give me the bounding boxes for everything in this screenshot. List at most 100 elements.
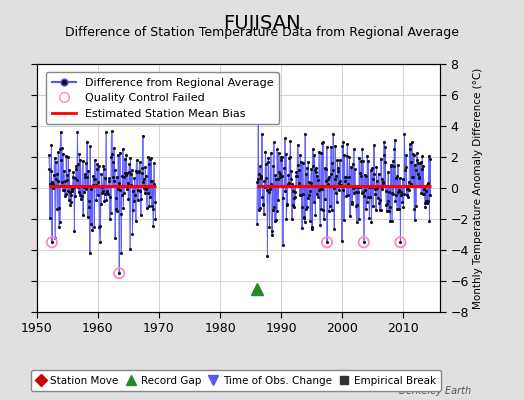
Point [425, 218, 434, 224]
Point [74, 161, 82, 168]
Point [86, 143, 94, 150]
Point [317, 206, 325, 212]
Point [363, 199, 371, 205]
Legend: Difference from Regional Average, Quality Control Failed, Estimated Station Mean: Difference from Regional Average, Qualit… [46, 72, 279, 124]
Point [111, 166, 119, 173]
Point [273, 146, 281, 152]
Point [300, 219, 309, 225]
Point [54, 204, 63, 211]
Point [304, 159, 312, 165]
Point [408, 174, 417, 180]
Point [401, 164, 410, 170]
Point [421, 199, 429, 206]
Point [379, 180, 387, 186]
Point [267, 228, 276, 234]
Point [150, 160, 158, 166]
Point [69, 174, 77, 180]
Point [375, 200, 383, 206]
Point [94, 179, 103, 185]
Point [137, 169, 146, 176]
Point [293, 173, 301, 179]
Point [396, 239, 405, 246]
Point [86, 221, 95, 228]
Point [269, 163, 277, 170]
Point [422, 198, 430, 204]
Point [402, 152, 410, 158]
Point [298, 204, 306, 210]
Point [151, 199, 159, 205]
Point [396, 239, 405, 246]
Point [129, 188, 138, 194]
Point [257, 172, 265, 179]
Point [326, 170, 335, 177]
Point [49, 181, 57, 187]
Point [296, 152, 304, 158]
Point [391, 175, 400, 181]
Point [353, 202, 362, 208]
Point [356, 170, 364, 176]
Point [343, 152, 351, 159]
Point [414, 171, 422, 177]
Point [92, 197, 101, 204]
Point [353, 218, 361, 225]
Point [348, 160, 357, 167]
Point [288, 181, 297, 188]
Point [367, 219, 376, 225]
Point [344, 181, 353, 187]
Point [370, 141, 378, 148]
Point [67, 192, 75, 198]
Point [83, 214, 92, 220]
Point [344, 192, 352, 198]
Point [106, 210, 115, 216]
Point [263, 187, 271, 193]
Point [418, 166, 426, 172]
Point [102, 129, 110, 135]
Point [307, 180, 315, 186]
Point [329, 130, 337, 137]
Point [93, 166, 101, 172]
Point [264, 159, 272, 165]
Point [423, 181, 432, 188]
Point [272, 208, 281, 214]
Point [296, 192, 304, 198]
Point [289, 188, 297, 195]
Point [268, 207, 277, 214]
Point [311, 212, 320, 219]
Point [276, 174, 285, 180]
Point [371, 186, 379, 192]
Point [318, 140, 326, 146]
Point [325, 208, 333, 214]
Point [342, 174, 350, 180]
Point [361, 172, 369, 178]
Point [294, 180, 303, 186]
Point [125, 169, 133, 176]
Point [348, 198, 356, 205]
Point [301, 206, 310, 212]
Point [327, 144, 335, 150]
Point [411, 162, 419, 168]
Point [76, 192, 84, 198]
Point [285, 155, 293, 162]
Point [385, 189, 394, 196]
Point [122, 152, 130, 158]
Point [409, 151, 417, 158]
Point [277, 157, 286, 164]
Point [124, 196, 133, 203]
Point [258, 194, 267, 200]
Point [261, 149, 270, 156]
Point [417, 190, 425, 196]
Point [314, 194, 323, 200]
Point [319, 207, 328, 213]
Point [362, 173, 370, 180]
Point [139, 178, 147, 185]
Point [279, 195, 288, 202]
Point [413, 157, 421, 164]
Point [315, 186, 324, 193]
Point [345, 154, 354, 160]
Point [97, 171, 105, 177]
Point [84, 204, 93, 210]
Point [335, 187, 343, 194]
Point [408, 139, 416, 145]
Point [74, 183, 83, 190]
Point [120, 174, 128, 180]
